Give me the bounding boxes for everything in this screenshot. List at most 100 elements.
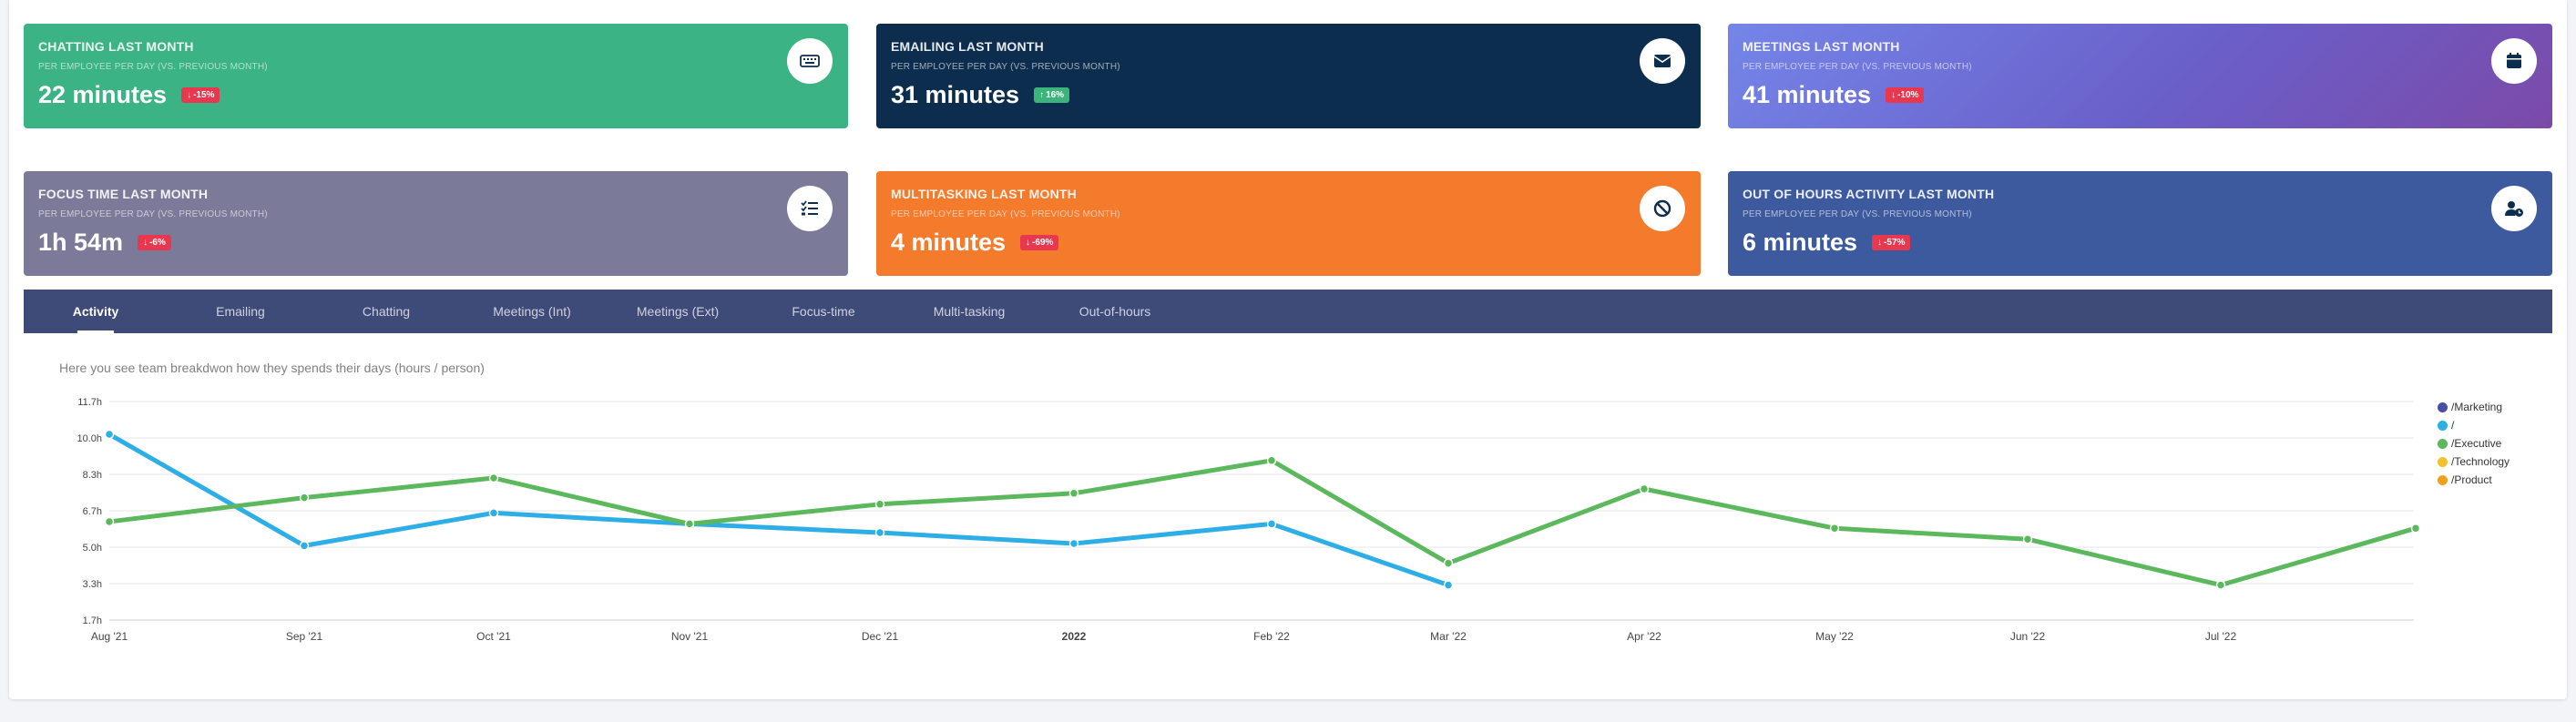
tab-emailing[interactable]: Emailing [216,304,265,319]
y-tick-label: 11.7h [77,397,102,408]
legend-dot [2438,474,2448,485]
series-line [107,432,1449,587]
x-tick-label: Jul '22 [2205,630,2237,643]
focus-time-card: FOCUS TIME LAST MONTH PER EMPLOYEE PER D… [24,171,848,276]
y-tick-label: 5.0h [83,543,102,554]
data-point [1829,523,1840,534]
emailing-card: EMAILING LAST MONTH PER EMPLOYEE PER DAY… [876,24,1701,128]
chatting-card: CHATTING LAST MONTH PER EMPLOYEE PER DAY… [24,24,848,128]
arrow-down-icon: ↓ [1026,238,1031,248]
tab-bar: Activity Emailing Chatting Meetings (Int… [24,290,2552,333]
x-tick-label: 2022 [1062,630,1087,643]
change-value: 16% [1046,90,1065,100]
tab-focus-time[interactable]: Focus-time [792,304,855,319]
chart-legend: /Marketing / /Executive /Technology /Pro… [2438,398,2510,489]
card-subtitle: PER EMPLOYEE PER DAY (VS. PREVIOUS MONTH… [38,209,268,219]
legend-item[interactable]: / [2438,416,2510,434]
data-point [1068,538,1079,549]
data-point [1639,483,1650,494]
legend-dot [2438,420,2448,431]
card-subtitle: PER EMPLOYEE PER DAY (VS. PREVIOUS MONTH… [1743,62,1972,72]
legend-item[interactable]: /Executive [2438,434,2510,453]
card-title: MEETINGS LAST MONTH [1743,39,1900,54]
out-of-hours-card: OUT OF HOURS ACTIVITY LAST MONTH PER EMP… [1728,171,2552,276]
data-point [488,473,499,483]
x-tick-label: Jun '22 [2010,630,2046,643]
x-tick-label: Mar '22 [1430,630,1467,643]
user-clock-icon [2491,186,2537,231]
chart-description: Here you see team breakdwon how they spe… [59,361,485,375]
data-point [1266,519,1277,529]
data-point [1068,488,1079,499]
x-tick-label: Sep '21 [286,630,323,643]
change-value: -57% [1884,238,1906,248]
tab-chatting[interactable]: Chatting [362,304,411,319]
activity-chart: 11.7h 10.0h 8.3h 6.7h 5.0h 3.3h 1.7h Aug '21 Sep… [27,387,2560,660]
card-title: OUT OF HOURS ACTIVITY LAST MONTH [1743,187,1995,201]
data-point [488,508,499,518]
x-tick-label: Apr '22 [1627,630,1661,643]
card-subtitle: PER EMPLOYEE PER DAY (VS. PREVIOUS MONTH… [891,62,1120,72]
legend-label: /Product [2451,473,2492,486]
change-badge: ↓ -6% [138,235,171,250]
data-point [1443,580,1454,590]
y-tick-label: 10.0h [77,433,102,444]
card-title: EMAILING LAST MONTH [891,39,1044,54]
tab-out-of-hours[interactable]: Out-of-hours [1078,304,1151,319]
data-point [2410,523,2421,534]
card-value: 41 minutes [1743,81,1872,108]
y-tick-label: 8.3h [83,470,102,481]
tab-meetings-ext[interactable]: Meetings (Ext) [636,304,720,319]
y-tick-label: 6.7h [83,506,102,517]
change-badge: ↓ -69% [1020,235,1059,250]
y-tick-label: 1.7h [83,615,102,626]
legend-label: /Technology [2451,455,2510,468]
x-tick-label: Aug '21 [91,630,128,643]
arrow-down-icon: ↓ [1891,90,1896,100]
legend-label: /Marketing [2451,401,2503,413]
legend-dot [2438,402,2448,412]
data-point [874,527,885,538]
data-point [104,429,115,440]
tasks-icon [787,186,833,231]
tab-activity[interactable]: Activity [24,290,168,333]
tab-multi-tasking[interactable]: Multi-tasking [933,304,1006,319]
data-point [2215,580,2226,590]
x-tick-label: May '22 [1815,630,1854,643]
x-tick-label: Dec '21 [862,630,899,643]
tab-meetings-int[interactable]: Meetings (Int) [493,304,571,319]
meetings-card: MEETINGS LAST MONTH PER EMPLOYEE PER DAY… [1728,24,2552,128]
legend-item[interactable]: /Technology [2438,453,2510,471]
card-value: 4 minutes [891,229,1007,256]
x-tick-label: Feb '22 [1253,630,1290,643]
legend-dot [2438,438,2448,449]
x-tick-label: Oct '21 [476,630,511,643]
envelope-icon [1640,38,1685,84]
card-title: CHATTING LAST MONTH [38,39,194,54]
card-title: MULTITASKING LAST MONTH [891,187,1077,201]
change-value: -69% [1032,238,1054,248]
card-subtitle: PER EMPLOYEE PER DAY (VS. PREVIOUS MONTH… [38,62,268,72]
y-tick-label: 3.3h [83,579,102,590]
multitasking-card: MULTITASKING LAST MONTH PER EMPLOYEE PER… [876,171,1701,276]
arrow-up-icon: ↑ [1039,90,1045,100]
arrow-down-icon: ↓ [1877,238,1883,248]
data-point [2022,534,2033,544]
data-point [1443,558,1454,568]
data-point [874,499,885,510]
card-value: 31 minutes [891,81,1020,108]
legend-item[interactable]: /Marketing [2438,398,2510,416]
card-value: 22 minutes [38,81,168,108]
data-point [104,516,115,527]
change-value: -10% [1897,90,1919,100]
change-value: -6% [149,238,166,248]
data-point [1266,455,1277,466]
legend-item[interactable]: /Product [2438,471,2510,489]
card-value: 6 minutes [1743,229,1858,256]
card-title: FOCUS TIME LAST MONTH [38,187,209,201]
change-badge: ↑ 16% [1034,87,1070,103]
legend-dot [2438,456,2448,467]
card-subtitle: PER EMPLOYEE PER DAY (VS. PREVIOUS MONTH… [891,209,1120,219]
ban-icon [1640,186,1685,231]
